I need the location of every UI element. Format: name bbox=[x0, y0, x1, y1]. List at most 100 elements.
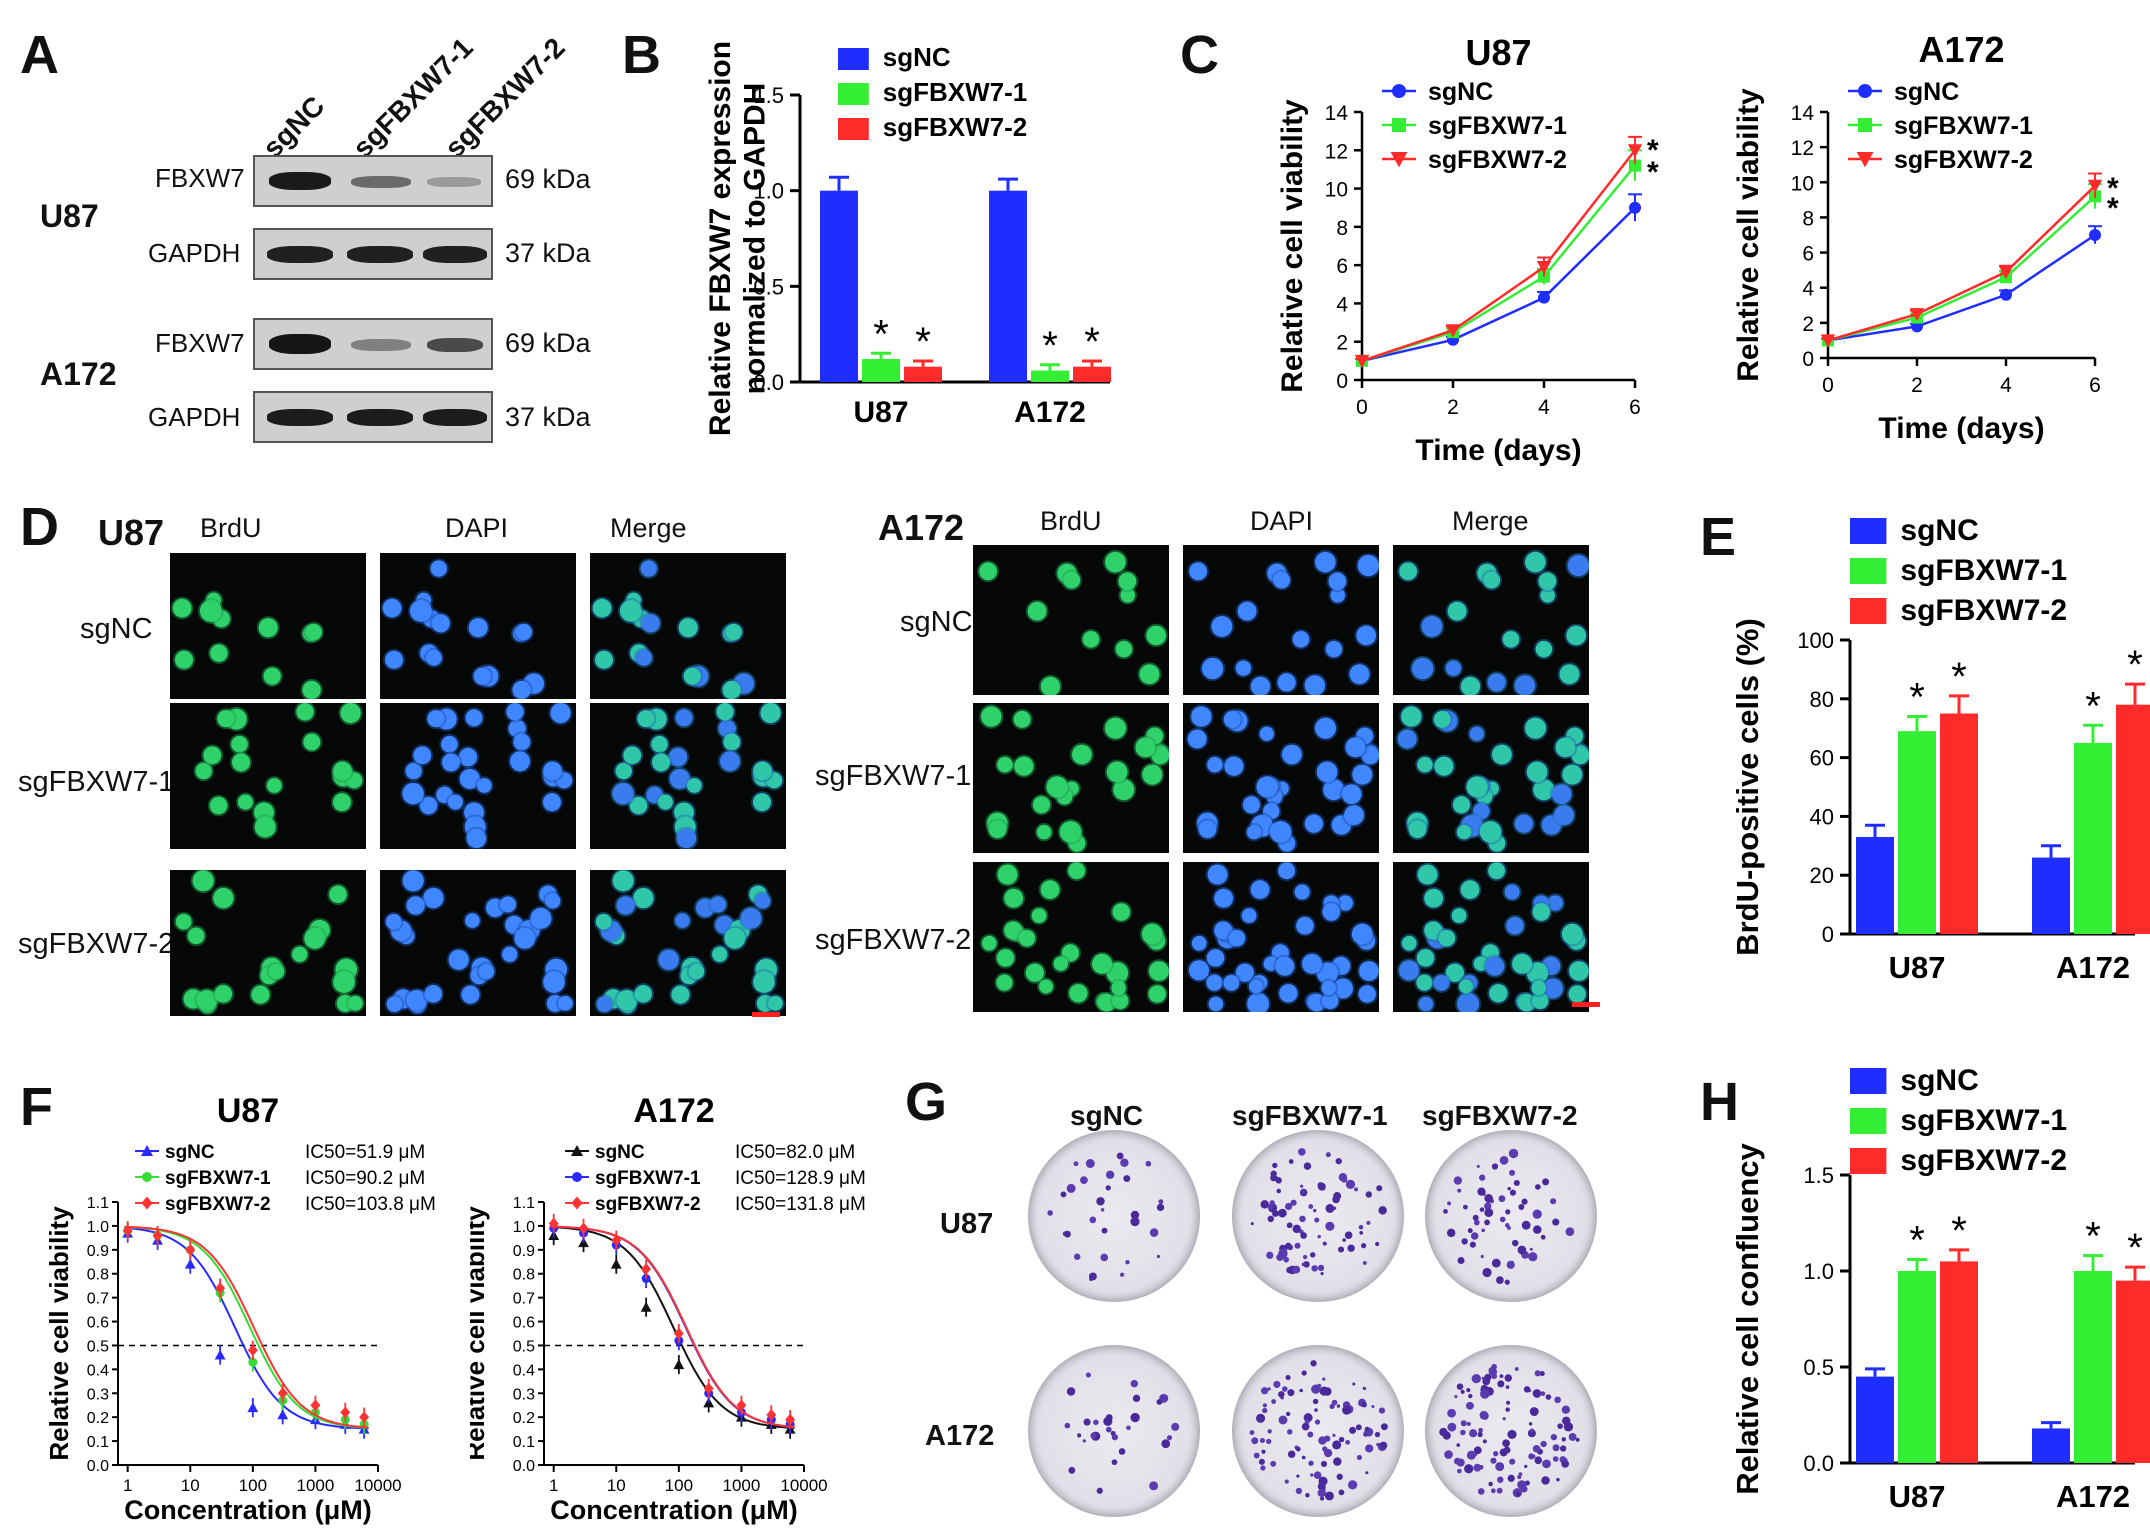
cell-nucleus bbox=[296, 703, 314, 721]
significance-star: * bbox=[1951, 655, 1967, 699]
cell-nucleus bbox=[1337, 895, 1353, 911]
cell-nucleus bbox=[209, 796, 228, 815]
micrograph-merge bbox=[1393, 862, 1589, 1012]
cell-nucleus bbox=[1148, 985, 1166, 1003]
cell-nucleus bbox=[385, 650, 404, 669]
scale-bar bbox=[752, 1012, 780, 1017]
y-tick-label: 1.0 bbox=[1803, 1259, 1834, 1284]
legend-label: sgNC bbox=[595, 1142, 645, 1163]
y-tick-label: 0.1 bbox=[513, 1434, 535, 1451]
cell-nucleus bbox=[1256, 776, 1278, 798]
data-point bbox=[214, 1349, 226, 1360]
x-axis-label: Time (days) bbox=[1415, 434, 1581, 467]
cell-nucleus bbox=[1524, 717, 1547, 739]
cell-nucleus bbox=[1466, 776, 1488, 798]
colony bbox=[1466, 1387, 1471, 1393]
colony bbox=[1266, 1438, 1272, 1445]
legend-marker bbox=[572, 1172, 582, 1182]
cell-nucleus bbox=[506, 703, 524, 721]
colony bbox=[1507, 1186, 1511, 1191]
cell-nucleus bbox=[1053, 956, 1069, 971]
colony bbox=[1509, 1458, 1516, 1465]
cell-nucleus bbox=[1433, 710, 1451, 728]
y-tick-label: 1.0 bbox=[87, 1219, 109, 1236]
significance-star: * bbox=[2127, 1226, 2143, 1270]
bar bbox=[2074, 1271, 2112, 1463]
colony bbox=[1292, 1224, 1302, 1234]
y-tick-label: 0.5 bbox=[513, 1338, 535, 1355]
colony bbox=[1454, 1395, 1458, 1399]
x-tick-label: 6 bbox=[2089, 374, 2101, 397]
cell-nucleus bbox=[196, 989, 218, 1011]
colony bbox=[1317, 1482, 1326, 1491]
colony bbox=[1317, 1264, 1325, 1271]
blot-size-label: 69 kDa bbox=[505, 164, 591, 194]
cell-nucleus bbox=[447, 794, 463, 810]
colony bbox=[1556, 1477, 1560, 1482]
cell-nucleus bbox=[1568, 985, 1586, 1003]
cell-nucleus bbox=[409, 599, 432, 622]
y-tick-label: 20 bbox=[1810, 863, 1834, 888]
cell-nucleus bbox=[305, 623, 323, 641]
colony bbox=[1505, 1407, 1510, 1412]
colony bbox=[1469, 1429, 1478, 1438]
colony bbox=[1484, 1208, 1494, 1218]
micrograph-dapi bbox=[380, 870, 576, 1016]
colony bbox=[1130, 1210, 1140, 1220]
cell-nucleus bbox=[1040, 880, 1060, 899]
legend-label: sgNC bbox=[1900, 514, 1978, 547]
colony bbox=[1375, 1241, 1380, 1247]
y-tick-label: 1.0 bbox=[753, 179, 784, 204]
cell-nucleus bbox=[1139, 664, 1160, 685]
fit-curve bbox=[124, 1225, 369, 1429]
cell-nucleus bbox=[476, 778, 492, 793]
colony bbox=[1269, 1200, 1275, 1206]
cell-nucleus bbox=[1018, 929, 1036, 947]
colony bbox=[1308, 1460, 1314, 1466]
colony bbox=[1249, 1430, 1255, 1435]
colony bbox=[1325, 1204, 1335, 1213]
colony bbox=[1502, 1417, 1506, 1421]
colony bbox=[1093, 1419, 1099, 1426]
cell-nucleus bbox=[1531, 980, 1546, 996]
colony bbox=[1469, 1241, 1476, 1248]
colony bbox=[1275, 1177, 1282, 1184]
x-category-label: A172 bbox=[2056, 950, 2130, 985]
cell-nucleus bbox=[1279, 984, 1298, 1003]
bar bbox=[2074, 742, 2112, 934]
cell-nucleus bbox=[1323, 779, 1345, 801]
cell-nucleus bbox=[1547, 895, 1563, 911]
colony bbox=[1310, 1252, 1316, 1258]
colony bbox=[1542, 1459, 1551, 1469]
colony bbox=[1490, 1457, 1497, 1464]
data-point bbox=[611, 1234, 622, 1247]
cell-nucleus bbox=[510, 751, 530, 772]
colony bbox=[1509, 1169, 1516, 1176]
y-tick-label: 0.3 bbox=[513, 1386, 535, 1403]
data-point bbox=[785, 1413, 796, 1426]
channel-label: Merge bbox=[1452, 506, 1529, 536]
colony bbox=[1267, 1429, 1272, 1434]
colony bbox=[1272, 1162, 1278, 1169]
x-tick-label: 2 bbox=[1447, 396, 1459, 419]
colony bbox=[1528, 1453, 1535, 1460]
colony bbox=[1347, 1244, 1355, 1252]
colony bbox=[1322, 1446, 1328, 1452]
colony bbox=[1354, 1187, 1358, 1192]
cell-nucleus bbox=[1356, 625, 1377, 646]
series-line bbox=[1361, 206, 1636, 363]
colony bbox=[1491, 1163, 1499, 1170]
colony bbox=[1286, 1429, 1293, 1435]
ic50-label: IC50=103.8 μM bbox=[305, 1194, 436, 1215]
y-tick-label: 40 bbox=[1810, 804, 1834, 829]
colony bbox=[1478, 1427, 1484, 1433]
cell-nucleus bbox=[1328, 572, 1347, 591]
cell-nucleus bbox=[1397, 729, 1417, 749]
colony bbox=[1286, 1266, 1293, 1274]
colony bbox=[1290, 1199, 1297, 1206]
dish-row-label: U87 bbox=[940, 1208, 994, 1240]
colony bbox=[1447, 1422, 1457, 1432]
cell-nucleus bbox=[515, 623, 533, 641]
legend-marker bbox=[1856, 152, 1874, 168]
cell-nucleus bbox=[513, 733, 531, 751]
